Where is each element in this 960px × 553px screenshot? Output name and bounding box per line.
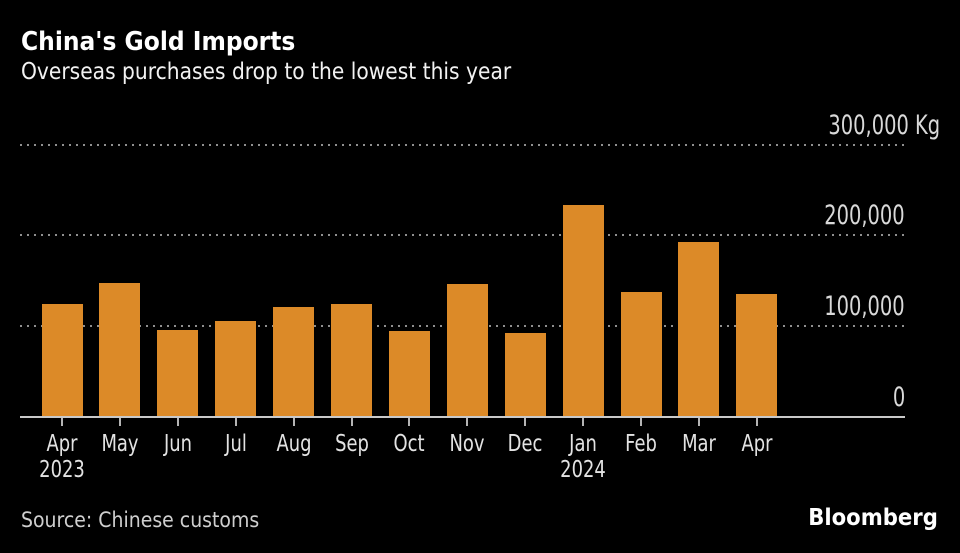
x-axis-label: May xyxy=(85,431,155,457)
x-axis-label: Jan 2024 xyxy=(548,431,618,483)
x-axis-tick xyxy=(697,418,700,426)
x-axis-label: Jul xyxy=(201,431,271,457)
month-label: Aug xyxy=(276,431,312,457)
bar-feb xyxy=(620,291,662,417)
x-axis-label: Nov xyxy=(432,431,502,457)
x-axis-label: Sep xyxy=(316,431,386,457)
x-axis-tick xyxy=(350,418,353,426)
x-axis-line xyxy=(20,416,905,418)
x-axis-label: Mar xyxy=(664,431,734,457)
month-label: Sep xyxy=(334,431,369,457)
month-label: Dec xyxy=(507,431,543,457)
bar-oct xyxy=(388,330,430,417)
month-label: Jan xyxy=(569,431,597,457)
x-axis-label: Dec xyxy=(490,431,560,457)
bloomberg-logo: Bloomberg xyxy=(808,505,938,531)
bar-apr xyxy=(736,293,778,417)
chart-subtitle: Overseas purchases drop to the lowest th… xyxy=(21,59,512,85)
bar-jan-2024 xyxy=(562,205,604,417)
bar-mar xyxy=(678,241,720,417)
year-label: 2024 xyxy=(560,457,606,483)
x-axis-label: Oct xyxy=(374,431,444,457)
x-axis-label: Aug xyxy=(258,431,328,457)
x-axis-label: Apr 2023 xyxy=(27,431,97,483)
month-label: Oct xyxy=(393,431,425,457)
x-axis-tick xyxy=(582,418,585,426)
y-axis-label-300000: 300,000 Kg xyxy=(828,109,940,141)
source-note: Source: Chinese customs xyxy=(21,508,260,532)
bar-dec xyxy=(504,333,546,417)
year-label: 2023 xyxy=(39,457,85,483)
bar-jun xyxy=(157,329,199,417)
x-axis-tick xyxy=(176,418,179,426)
x-axis-tick xyxy=(755,418,758,426)
month-label: Feb xyxy=(625,431,657,457)
month-label: Nov xyxy=(449,431,485,457)
x-axis-tick xyxy=(640,418,642,426)
x-axis-tick xyxy=(118,418,121,426)
bar-jul xyxy=(215,320,257,417)
month-label: Jun xyxy=(163,431,192,457)
y-axis-label-0: 0 xyxy=(892,382,905,413)
month-label: Jul xyxy=(224,431,247,457)
bar-aug xyxy=(273,307,315,417)
month-label: Apr xyxy=(741,431,773,457)
month-label: Apr xyxy=(46,431,78,457)
bar-nov xyxy=(446,284,488,417)
x-axis-tick xyxy=(234,418,237,426)
x-axis-tick xyxy=(524,418,527,426)
chart-title: China's Gold Imports xyxy=(21,27,296,57)
x-axis-label: Jun xyxy=(143,431,213,457)
x-axis-tick xyxy=(466,418,469,426)
month-label: May xyxy=(101,431,139,457)
y-axis-label-100000: 100,000 xyxy=(824,291,905,323)
plot-area: 0 100,000 200,000 300,000 Kg xyxy=(20,100,940,418)
bar-sep xyxy=(331,304,372,417)
x-axis-label: Apr xyxy=(722,431,792,457)
x-axis-tick xyxy=(61,418,63,426)
bar-may xyxy=(99,282,141,417)
gridline-200000 xyxy=(20,234,905,237)
x-axis-tick xyxy=(292,418,295,426)
x-axis-tick xyxy=(408,418,411,426)
y-axis-label-200000: 200,000 xyxy=(824,200,905,232)
bar-apr-2023 xyxy=(41,304,83,417)
month-label: Mar xyxy=(681,431,716,457)
gridline-300000 xyxy=(20,143,905,146)
x-axis-label: Feb xyxy=(606,431,676,457)
